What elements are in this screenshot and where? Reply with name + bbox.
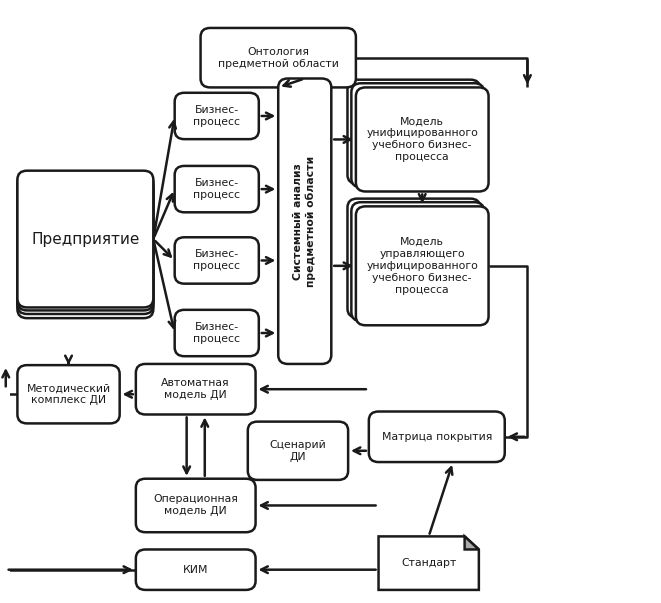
Text: Операционная
модель ДИ: Операционная модель ДИ xyxy=(153,494,238,517)
Text: Модель
унифицированного
учебного бизнес-
процесса: Модель унифицированного учебного бизнес-… xyxy=(366,116,478,162)
Text: Бизнес-
процесс: Бизнес- процесс xyxy=(193,250,240,271)
Text: Матрица покрытия: Матрица покрытия xyxy=(381,432,492,442)
FancyBboxPatch shape xyxy=(352,83,484,188)
FancyBboxPatch shape xyxy=(200,28,356,87)
Text: Модель
управляющего
унифицированного
учебного бизнес-
процесса: Модель управляющего унифицированного уче… xyxy=(366,237,478,295)
Text: Онтология
предметной области: Онтология предметной области xyxy=(217,46,338,69)
FancyBboxPatch shape xyxy=(348,80,480,184)
FancyBboxPatch shape xyxy=(17,182,153,318)
Text: Бизнес-
процесс: Бизнес- процесс xyxy=(193,178,240,200)
Polygon shape xyxy=(379,537,479,590)
Text: Предприятие: Предприятие xyxy=(31,232,139,247)
FancyBboxPatch shape xyxy=(17,171,153,308)
Text: Бизнес-
процесс: Бизнес- процесс xyxy=(193,105,240,127)
Polygon shape xyxy=(465,537,479,549)
FancyBboxPatch shape xyxy=(369,411,505,462)
Text: КИМ: КИМ xyxy=(183,564,208,575)
FancyBboxPatch shape xyxy=(136,364,256,414)
Text: Бизнес-
процесс: Бизнес- процесс xyxy=(193,322,240,344)
Text: Системный анализ
предметной области: Системный анализ предметной области xyxy=(293,156,316,287)
FancyBboxPatch shape xyxy=(17,365,120,423)
Text: Стандарт: Стандарт xyxy=(401,558,456,568)
FancyBboxPatch shape xyxy=(136,549,256,590)
Text: Автоматная
модель ДИ: Автоматная модель ДИ xyxy=(161,378,230,400)
FancyBboxPatch shape xyxy=(352,202,484,321)
FancyBboxPatch shape xyxy=(278,78,331,364)
FancyBboxPatch shape xyxy=(17,177,153,314)
FancyBboxPatch shape xyxy=(175,166,259,212)
FancyBboxPatch shape xyxy=(356,87,488,192)
FancyBboxPatch shape xyxy=(136,479,256,532)
Text: Методический
комплекс ДИ: Методический комплекс ДИ xyxy=(26,384,110,405)
FancyBboxPatch shape xyxy=(348,198,480,318)
FancyBboxPatch shape xyxy=(356,206,488,325)
FancyBboxPatch shape xyxy=(248,421,348,480)
FancyBboxPatch shape xyxy=(175,93,259,139)
FancyBboxPatch shape xyxy=(175,237,259,283)
Text: Сценарий
ДИ: Сценарий ДИ xyxy=(270,440,327,462)
FancyBboxPatch shape xyxy=(17,174,153,311)
FancyBboxPatch shape xyxy=(175,310,259,356)
